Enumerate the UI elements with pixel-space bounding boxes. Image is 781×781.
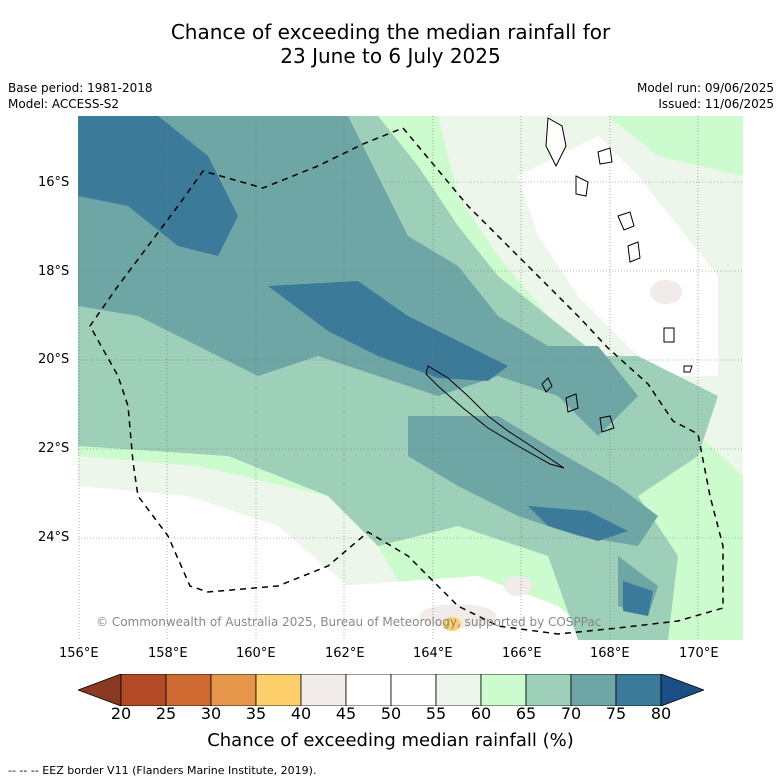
colorbar-cell [435,674,482,706]
colorbar-tick-label: 70 [560,704,582,723]
colorbar-tick-label: 45 [335,704,357,723]
lon-label-156e: 156°E [59,646,99,661]
colorbar-cell [480,674,527,706]
colorbar-tick-label: 55 [425,704,447,723]
lon-label-158e: 158°E [148,646,188,661]
colorbar-cell [300,674,347,706]
colorbar-cell [525,674,572,706]
issued-date: Issued: 11/06/2025 [658,97,774,111]
colorbar [78,674,704,706]
band-75-80-central [268,281,508,381]
lon-label-162e: 162°E [325,646,365,661]
colorbar-cell [165,674,212,706]
lat-label-22s: 22°S [38,441,70,456]
vanuatu-ambae [597,147,613,165]
lat-label-16s: 16°S [38,175,70,190]
lat-label-18s: 18°S [38,264,70,279]
vanuatu-efate [617,211,635,231]
colorbar-end-high [660,674,704,706]
vanuatu-malekula [575,175,589,197]
lon-label-168e: 168°E [590,646,630,661]
model-name: Model: ACCESS-S2 [8,97,120,111]
vanuatu-erromango [627,241,641,263]
colorbar-tick-label: 60 [470,704,492,723]
colorbar-cells [120,674,662,706]
band-70-75-south [408,416,658,546]
base-period: Base period: 1981-2018 [8,81,153,95]
colorbar-tick-label: 75 [605,704,627,723]
vanuatu-aneityum [683,365,693,373]
colorbar-title: Chance of exceeding median rainfall (%) [207,730,574,751]
vanuatu-tanna [663,327,675,343]
colorbar-tick-label: 30 [200,704,222,723]
lat-label-24s: 24°S [38,530,70,545]
new-caledonia-coast [425,365,565,469]
loyalty-island-3 [599,415,615,433]
band-75-80-northwest [78,116,238,256]
lat-label-20s: 20°S [38,352,70,367]
colorbar-cell [120,674,167,706]
model-run: Model run: 09/06/2025 [636,81,774,95]
vanuatu-espiritu-santo [545,117,567,168]
band-35-40-south [443,617,461,631]
colorbar-cell [570,674,617,706]
colorbar-tick-label: 40 [290,704,312,723]
chart-title-line1: Chance of exceeding the median rainfall … [170,20,611,44]
gridlines [78,116,743,640]
colorbar-tick-label: 65 [515,704,537,723]
lon-label-170e: 170°E [679,646,719,661]
band-50-55-southwest [78,486,378,640]
colorbar-tick-label: 25 [155,704,177,723]
colorbar-cell [345,674,392,706]
band-75-80-southeast [623,581,653,616]
lon-label-164e: 164°E [413,646,453,661]
lon-label-160e: 160°E [236,646,276,661]
band-40-45-east [650,280,682,304]
colorbar-tick-label: 20 [110,704,132,723]
copyright-text: © Commonwealth of Australia 2025, Bureau… [96,615,602,629]
band-40-45-south [420,604,496,628]
map-svg [78,116,743,640]
chart-title-line2: 23 June to 6 July 2025 [280,44,501,68]
colorbar-cell [390,674,437,706]
eez-footnote: -- -- -- EEZ border V11 (Flanders Marine… [8,764,317,777]
colorbar-tick-label: 35 [245,704,267,723]
band-50-55-east [518,136,718,376]
colorbar-cell [210,674,257,706]
colorbar-cell [615,674,662,706]
colorbar-end-low [78,674,122,706]
colorbar-tick-label: 50 [380,704,402,723]
loyalty-island-1 [541,377,553,393]
colorbar-tick-label: 80 [650,704,672,723]
rainfall-map [78,116,743,640]
band-75-80-south [528,506,628,541]
band-40-45-south-2 [504,576,532,596]
lon-label-166e: 166°E [502,646,542,661]
loyalty-island-2 [565,393,579,413]
colorbar-cell [255,674,302,706]
